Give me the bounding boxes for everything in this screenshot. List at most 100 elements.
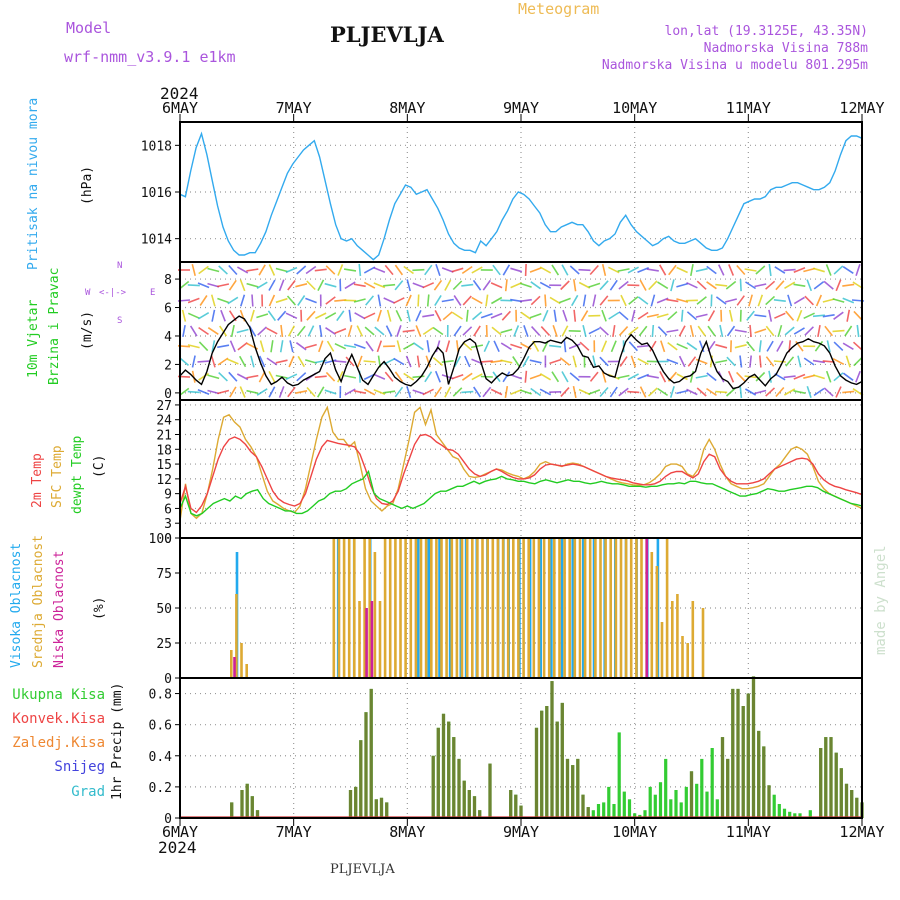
- wind-arrow: [456, 340, 459, 353]
- x-bottom-tick-label: 12MAY: [839, 823, 884, 841]
- wind-arrow: [573, 279, 577, 292]
- wind-arrow: [500, 328, 513, 334]
- wind-arrow: [207, 327, 219, 335]
- wind-arrow: [804, 326, 814, 336]
- y-tick-label: 0.8: [149, 688, 172, 703]
- wind-arrow: [540, 326, 551, 336]
- wind-arrow: [258, 371, 266, 383]
- panel-pressure: 1014 1016 1018: [141, 121, 863, 263]
- cloud-bar: [542, 538, 546, 678]
- cloud-bar: [547, 538, 551, 678]
- coords-line: lon,lat (19.3125E, 43.35N): [664, 24, 869, 39]
- wind-arrow: [599, 295, 609, 306]
- wind-arrow: [513, 325, 520, 337]
- wind-arrow: [326, 340, 335, 352]
- wind-arrow: [297, 355, 305, 368]
- y-tick-label: 15: [156, 458, 172, 473]
- wind-arrow: [697, 325, 706, 337]
- wind-arrow: [759, 355, 762, 368]
- wind-arrow: [452, 280, 463, 291]
- wind-arrow: [426, 294, 430, 307]
- wind-arrow: [639, 279, 647, 291]
- wind-arrow: [659, 264, 667, 276]
- cloud-bar: [558, 538, 561, 678]
- wind-arrow: [426, 340, 430, 353]
- wind-arrow: [189, 325, 198, 337]
- cloud-bar: [337, 538, 341, 678]
- wind-arrow: [377, 294, 382, 307]
- wind-arrow: [305, 297, 317, 304]
- x-top-tick-label: 6MAY: [162, 99, 198, 117]
- precip-convective-bar: [741, 706, 745, 818]
- wind-arrow: [482, 386, 492, 398]
- wind-arrow: [434, 310, 442, 322]
- wind-arrow: [246, 282, 259, 288]
- x-top-tick-label: 12MAY: [839, 99, 884, 117]
- wind-arrow: [510, 343, 523, 349]
- wind-arrow: [217, 344, 230, 349]
- wind-arrow: [601, 370, 607, 383]
- wind-arrow: [539, 373, 552, 381]
- cloud-bar: [619, 538, 623, 678]
- wind-arrow: [464, 355, 471, 368]
- wind-arrow: [279, 340, 284, 353]
- wind-arrow: [736, 264, 746, 276]
- y-tick-label: 12: [156, 473, 172, 488]
- wind-arrow: [553, 309, 557, 322]
- wind-arrow: [453, 325, 462, 337]
- wind-arrow: [746, 341, 756, 352]
- wind-arrow: [797, 355, 802, 368]
- wind-arrow: [754, 283, 767, 288]
- wind-arrow: [651, 324, 655, 338]
- wind-arrow: [306, 280, 316, 291]
- precip-total-bar: [648, 786, 652, 818]
- wind-arrow: [686, 281, 698, 289]
- wind-arrow: [480, 360, 493, 363]
- wind-arrow: [522, 355, 530, 368]
- wind-arrow: [413, 342, 424, 351]
- wind-arrow: [363, 360, 376, 363]
- wind-arrow: [363, 312, 376, 320]
- wind-arrow: [285, 312, 298, 320]
- wind-arrow: [305, 265, 317, 275]
- wind-arrow: [433, 279, 443, 291]
- wind-arrow: [266, 327, 278, 335]
- cloud-bar: [624, 538, 628, 678]
- wind-arrow: [787, 294, 793, 307]
- y-tick-label: 1016: [141, 186, 172, 201]
- precip-total-bar: [793, 813, 797, 818]
- wind-arrow: [363, 266, 376, 274]
- wind-arrow: [715, 390, 728, 394]
- wind-arrow: [678, 355, 686, 368]
- wind-arrow: [510, 282, 522, 289]
- y-tick-label: 0.2: [149, 781, 172, 796]
- wind-arrow: [765, 280, 776, 290]
- cloud-bar: [332, 538, 336, 678]
- wind-arrow: [631, 309, 636, 322]
- precip-convective-bar: [571, 765, 575, 818]
- wind-arrow: [757, 294, 764, 307]
- cloud-bar: [383, 538, 387, 678]
- wind-arrow: [551, 264, 560, 276]
- wind-arrow: [637, 373, 649, 380]
- wind-arrow: [501, 310, 511, 321]
- wind-arrow: [689, 370, 695, 383]
- wind-arrow: [695, 358, 708, 365]
- cloud-bar: [645, 538, 649, 678]
- wind-arrow: [461, 265, 473, 275]
- wind-arrow: [471, 373, 483, 381]
- wind-arrow: [191, 355, 196, 368]
- cloud-bar: [640, 538, 643, 678]
- wind-arrow: [855, 264, 861, 276]
- cloud-bar: [539, 538, 542, 678]
- wind-arrow: [832, 298, 845, 303]
- wind-arrow: [473, 386, 482, 398]
- cloud-bar: [660, 622, 664, 678]
- wind-arrow: [813, 280, 825, 290]
- precip-total-bar: [591, 810, 595, 818]
- wind-arrow: [394, 264, 404, 276]
- precip-convective-bar: [757, 730, 761, 818]
- wind-arrow: [608, 266, 620, 274]
- cloud-bar: [573, 538, 577, 678]
- precip-convective-bar: [720, 737, 725, 818]
